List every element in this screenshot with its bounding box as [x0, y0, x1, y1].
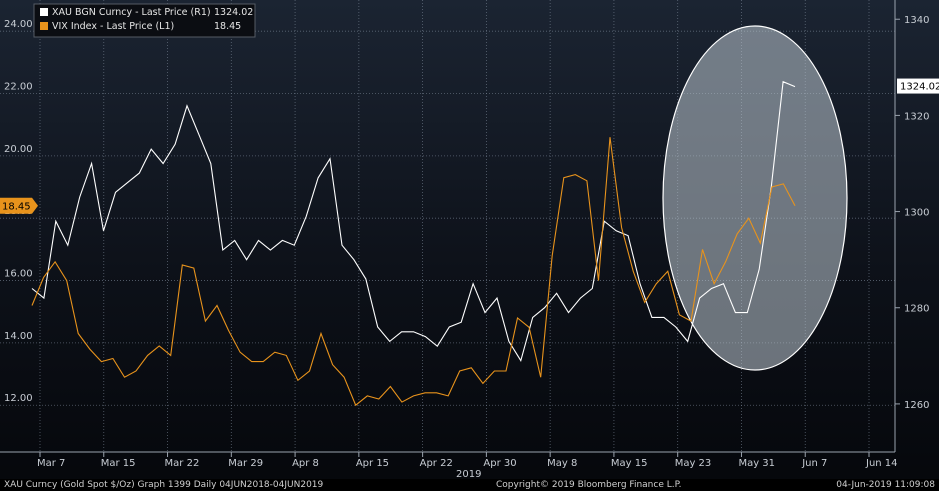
footer-description: XAU Curncy (Gold Spot $/Oz) Graph 1399 D… [4, 480, 324, 490]
left-value-badge-text: 18.45 [2, 202, 31, 213]
x-tick-label: May 8 [547, 458, 577, 469]
right-tick-label: 1340 [904, 15, 929, 26]
x-tick-label: Apr 8 [292, 458, 319, 469]
legend-value: 18.45 [214, 21, 241, 32]
legend-label: VIX Index - Last Price (L1) [52, 21, 174, 32]
legend-value: 1324.02 [214, 7, 253, 18]
chart-canvas: 12.0014.0016.0018.0020.0022.0024.0012601… [0, 0, 939, 480]
gold-price-line [31, 80, 796, 362]
year-label: 2019 [456, 469, 481, 479]
left-tick-label: 12.00 [4, 393, 33, 404]
right-tick-label: 1260 [904, 400, 929, 411]
legend-label: XAU BGN Curncy - Last Price (R1) [52, 7, 211, 18]
right-tick-label: 1320 [904, 111, 929, 122]
x-tick-label: Jun 14 [865, 458, 898, 469]
left-tick-label: 24.00 [4, 19, 33, 30]
x-tick-label: May 15 [611, 458, 648, 469]
legend-swatch [40, 8, 48, 16]
x-tick-label: May 23 [675, 458, 712, 469]
highlight-ellipse [662, 25, 848, 371]
left-tick-label: 20.00 [4, 144, 33, 155]
x-tick-label: May 31 [738, 458, 775, 469]
x-tick-label: Apr 15 [356, 458, 389, 469]
vix-line [31, 137, 796, 407]
left-tick-label: 14.00 [4, 331, 33, 342]
x-tick-label: Mar 22 [165, 458, 200, 469]
legend-box [33, 3, 256, 38]
x-tick-label: Mar 7 [37, 458, 65, 469]
x-tick-label: Mar 15 [101, 458, 136, 469]
right-tick-label: 1280 [904, 304, 929, 315]
right-tick-label: 1300 [904, 208, 929, 219]
x-tick-label: Jun 7 [801, 458, 827, 469]
chart-legend: XAU BGN Curncy - Last Price (R1) 1324.02 V… [33, 3, 256, 38]
left-tick-label: 16.00 [4, 269, 33, 280]
footer-copyright: Copyright© 2019 Bloomberg Finance L.P. [496, 480, 682, 490]
legend-swatch [40, 22, 48, 30]
x-tick-label: Apr 22 [420, 458, 453, 469]
x-tick-label: Mar 29 [228, 458, 263, 469]
footer-timestamp: 04-Jun-2019 11:09:08 [836, 480, 935, 490]
status-footer: XAU Curncy (Gold Spot $/Oz) Graph 1399 D… [0, 479, 939, 491]
right-value-badge [897, 78, 939, 94]
x-tick-label: Apr 30 [483, 458, 516, 469]
right-value-badge-text: 1324.02 [900, 82, 939, 93]
left-value-badge [0, 197, 38, 214]
left-tick-label: 22.00 [4, 82, 33, 93]
